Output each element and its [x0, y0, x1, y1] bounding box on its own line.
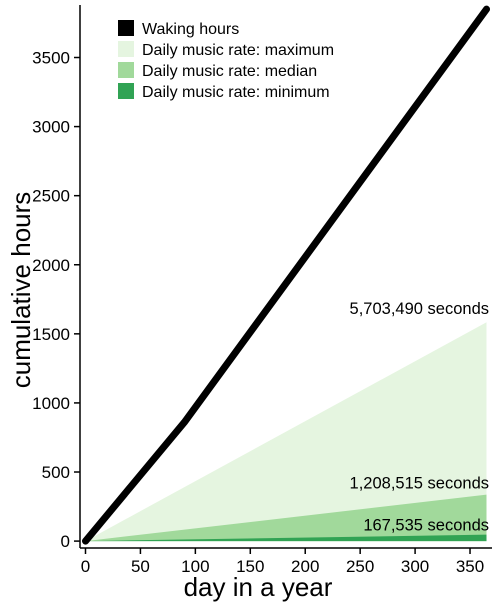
- legend-label-waking-hours: Waking hours: [142, 21, 239, 38]
- x-tick-label: 200: [291, 557, 319, 576]
- axes: [79, 5, 492, 549]
- area-daily-music-rate-minimum: [85, 534, 487, 542]
- x-axis-title: day in a year: [184, 572, 333, 602]
- y-tick-label: 3000: [32, 118, 70, 137]
- area-daily-music-rate-maximum: [85, 322, 487, 542]
- y-tick-label: 3500: [32, 49, 70, 68]
- y-tick-label: 1000: [32, 394, 70, 413]
- y-tick-label: 2000: [32, 256, 70, 275]
- legend-swatch-daily-music-rate-maximum: [118, 41, 134, 57]
- legend-swatch-daily-music-rate-median: [118, 62, 134, 78]
- x-tick-label: 350: [456, 557, 484, 576]
- x-ticks: 0 50 100 150 200 250 300 350: [81, 548, 484, 576]
- legend: Waking hours Daily music rate: maximum Dai…: [118, 20, 334, 101]
- legend-swatch-waking-hours: [118, 20, 134, 36]
- y-tick-label: 0: [61, 532, 70, 551]
- x-tick-label: 0: [81, 557, 90, 576]
- area-series-group: [85, 322, 487, 542]
- y-tick-label: 1500: [32, 325, 70, 344]
- annotation-label: 167,535 seconds: [363, 517, 489, 535]
- annotation-label: 1,208,515 seconds: [350, 475, 489, 493]
- x-tick-label: 300: [401, 557, 429, 576]
- legend-label-daily-music-rate-median: Daily music rate: median: [142, 63, 317, 80]
- area-daily-music-rate-median: [85, 494, 487, 542]
- x-tick-label: 100: [181, 557, 209, 576]
- x-tick-label: 150: [236, 557, 264, 576]
- annotations: 5,703,490 seconds 1,208,515 seconds 167,53…: [350, 300, 489, 534]
- line-series-group: [81, 5, 491, 545]
- annotation-label: 5,703,490 seconds: [350, 300, 489, 318]
- legend-swatch-daily-music-rate-minimum: [118, 83, 134, 99]
- y-tick-label: 2500: [32, 187, 70, 206]
- y-ticks: 0 500 1000 1500 2000 2500 3000 3500: [32, 49, 80, 551]
- line-waking-hours: [81, 5, 491, 545]
- legend-label-daily-music-rate-minimum: Daily music rate: minimum: [142, 84, 330, 101]
- y-tick-label: 500: [42, 463, 70, 482]
- x-tick-label: 250: [346, 557, 374, 576]
- legend-label-daily-music-rate-maximum: Daily music rate: maximum: [142, 42, 334, 59]
- y-axis-title: cumulative hours: [6, 192, 36, 389]
- x-tick-label: 50: [131, 557, 150, 576]
